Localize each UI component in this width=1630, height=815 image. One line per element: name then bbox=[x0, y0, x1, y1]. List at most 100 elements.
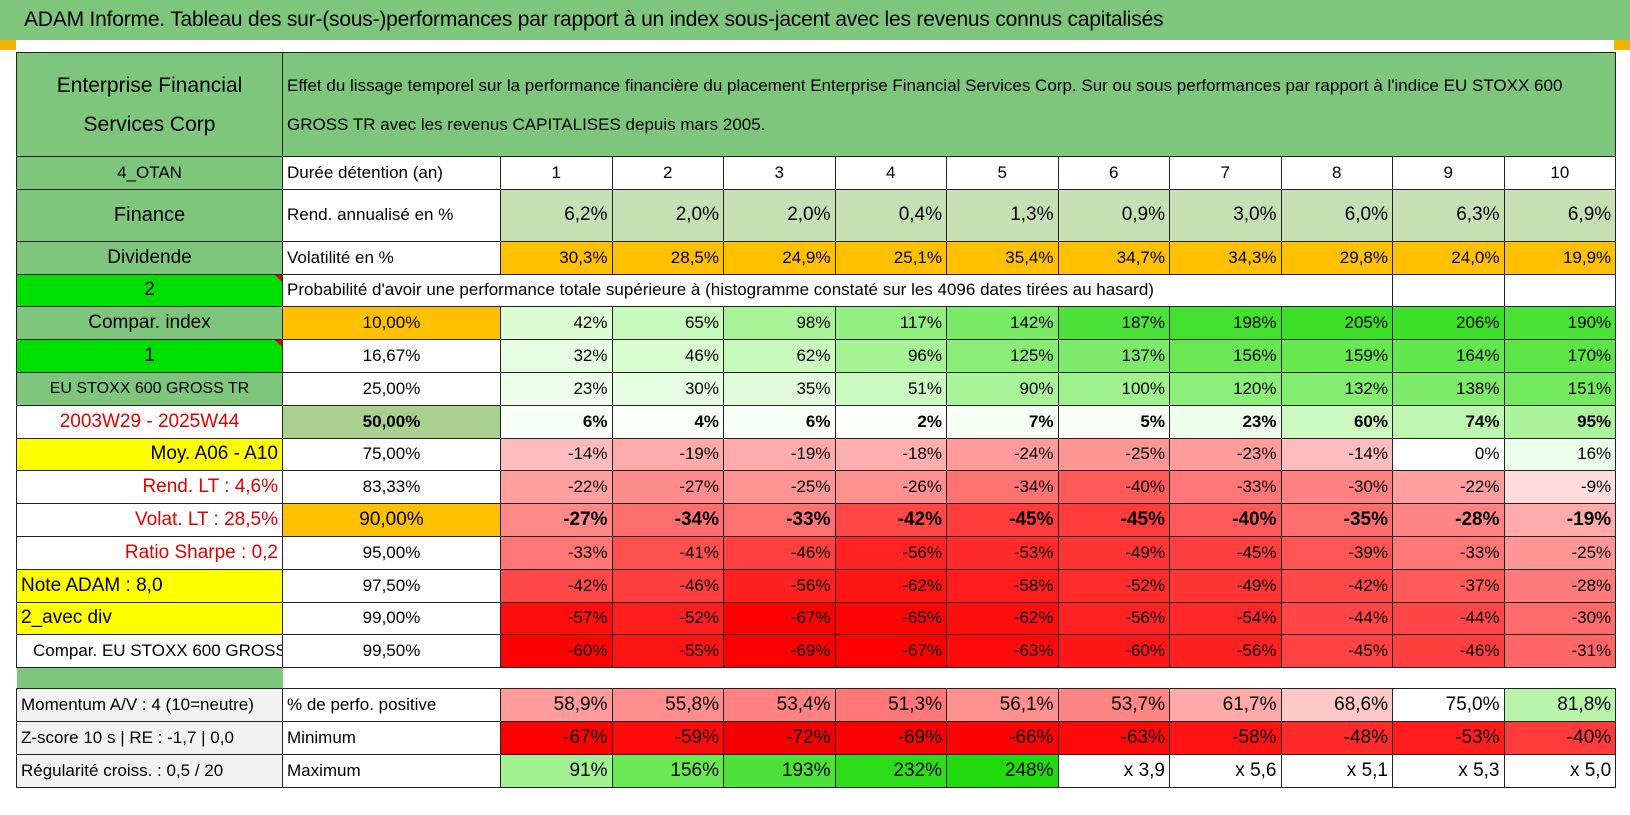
perf-cell: -56% bbox=[834, 535, 947, 570]
quantile-cell: 25,00% bbox=[282, 371, 501, 406]
quantile-cell: 99,50% bbox=[282, 634, 501, 669]
perf-cell: -25% bbox=[723, 470, 836, 505]
quantile-row: Compar. index 10,00% 42% 65% 98% 117% 14… bbox=[16, 306, 1617, 341]
maximum-cell: 193% bbox=[723, 753, 836, 788]
perf-cell: 95% bbox=[1503, 404, 1617, 439]
perf-cell: 4% bbox=[611, 404, 724, 439]
quantile-row: 2003W29 - 2025W44 50,00% 6% 4% 6% 2% 7% … bbox=[16, 404, 1617, 439]
comment-marker bbox=[275, 275, 282, 282]
perf-cell: 5% bbox=[1057, 404, 1170, 439]
volatility-cell: 34,7% bbox=[1057, 240, 1170, 275]
label-period: 2003W29 - 2025W44 bbox=[16, 404, 283, 439]
perf-cell: -22% bbox=[500, 470, 613, 505]
comment-marker bbox=[275, 340, 282, 348]
performance-table: Enterprise Financial Services Corp Effet… bbox=[16, 52, 1617, 788]
volatility-cell: 29,8% bbox=[1280, 240, 1393, 275]
perf-cell: 170% bbox=[1503, 339, 1617, 373]
return-cell: 2,0% bbox=[611, 188, 724, 242]
quantile-cell: 16,67% bbox=[282, 339, 501, 373]
perf-cell: -27% bbox=[611, 470, 724, 505]
perf-cell: 42% bbox=[500, 306, 613, 341]
maximum-cell: x 5,3 bbox=[1392, 753, 1505, 788]
perf-cell: -69% bbox=[723, 634, 836, 669]
maximum-row: Régularité croiss. : 0,5 / 20 Maximum 91… bbox=[16, 753, 1617, 788]
quantile-row: Volat. LT : 28,5% 90,00% -27% -34% -33% … bbox=[16, 503, 1617, 537]
perf-cell: -45% bbox=[1280, 634, 1393, 669]
perf-cell: -56% bbox=[1057, 601, 1170, 636]
maximum-cell: 156% bbox=[611, 753, 724, 788]
perf-cell: -27% bbox=[500, 503, 613, 537]
perf-cell: -23% bbox=[1169, 437, 1282, 472]
minimum-cell: -72% bbox=[723, 720, 836, 755]
positive-cell: 61,7% bbox=[1169, 688, 1282, 722]
year-cell: 10 bbox=[1503, 156, 1617, 190]
corner-mark-right bbox=[1614, 40, 1630, 50]
positive-cell: 55,8% bbox=[611, 688, 724, 722]
return-cell: 1,3% bbox=[946, 188, 1059, 242]
quantile-cell: 10,00% bbox=[282, 306, 501, 341]
volatility-cell: 35,4% bbox=[946, 240, 1059, 275]
label-note: Note ADAM : 8,0 bbox=[16, 568, 283, 603]
perf-cell: -28% bbox=[1503, 568, 1617, 603]
year-cell: 5 bbox=[946, 156, 1059, 190]
minimum-row: Z-score 10 s | RE : -1,7 | 0,0 Minimum -… bbox=[16, 720, 1617, 755]
spacer-row bbox=[16, 667, 1616, 689]
perf-cell: -49% bbox=[1169, 568, 1282, 603]
year-cell: 8 bbox=[1280, 156, 1393, 190]
perf-cell: 187% bbox=[1057, 306, 1170, 341]
return-cell: 6,3% bbox=[1392, 188, 1505, 242]
positive-cell: 75,0% bbox=[1392, 688, 1505, 722]
return-cell: 3,0% bbox=[1169, 188, 1282, 242]
perf-cell: -56% bbox=[1169, 634, 1282, 669]
minimum-cell: -48% bbox=[1280, 720, 1393, 755]
perf-cell: 6% bbox=[500, 404, 613, 439]
perf-cell: -22% bbox=[1392, 470, 1505, 505]
perf-cell: -25% bbox=[1503, 535, 1617, 570]
perf-cell: 205% bbox=[1280, 306, 1393, 341]
positive-cell: 68,6% bbox=[1280, 688, 1393, 722]
perf-cell: -24% bbox=[946, 437, 1059, 472]
duree-label: Durée détention (an) bbox=[282, 156, 501, 190]
label-otan: 4_OTAN bbox=[16, 156, 283, 190]
label-two-cell[interactable]: 2 bbox=[16, 273, 283, 308]
perf-cell: 164% bbox=[1392, 339, 1505, 373]
label-dividende: Dividende bbox=[16, 240, 283, 275]
positive-row: Momentum A/V : 4 (10=neutre) % de perfo.… bbox=[16, 688, 1617, 722]
label-momentum: Momentum A/V : 4 (10=neutre) bbox=[16, 688, 283, 722]
perf-cell: -44% bbox=[1392, 601, 1505, 636]
positive-cell: 53,4% bbox=[723, 688, 836, 722]
quantile-row: Rend. LT : 4,6% 83,33% -22% -27% -25% -2… bbox=[16, 470, 1617, 505]
perf-cell: 117% bbox=[834, 306, 947, 341]
positive-cell: 51,3% bbox=[834, 688, 947, 722]
label-regularite: Régularité croiss. : 0,5 / 20 bbox=[16, 753, 283, 788]
perf-cell: 98% bbox=[723, 306, 836, 341]
perf-cell: -37% bbox=[1392, 568, 1505, 603]
perf-cell: -45% bbox=[1169, 535, 1282, 570]
perf-cell: -42% bbox=[1280, 568, 1393, 603]
label-volat-lt: Volat. LT : 28,5% bbox=[16, 503, 283, 537]
perf-cell: -53% bbox=[946, 535, 1059, 570]
positive-cell: 58,9% bbox=[500, 688, 613, 722]
perf-cell: 62% bbox=[723, 339, 836, 373]
empty-cell bbox=[1503, 273, 1617, 308]
pos-label: % de perfo. positive bbox=[282, 688, 501, 722]
vol-label: Volatilité en % bbox=[282, 240, 501, 275]
label-rend-lt: Rend. LT : 4,6% bbox=[16, 470, 283, 505]
perf-cell: 138% bbox=[1392, 371, 1505, 406]
return-cell: 6,2% bbox=[500, 188, 613, 242]
perf-cell: -19% bbox=[723, 437, 836, 472]
quantile-row: Ratio Sharpe : 0,2 95,00% -33% -41% -46%… bbox=[16, 535, 1617, 570]
perf-cell: 100% bbox=[1057, 371, 1170, 406]
year-cell: 1 bbox=[500, 156, 613, 190]
perf-cell: -46% bbox=[723, 535, 836, 570]
label-one: 1 bbox=[144, 345, 155, 367]
perf-cell: -14% bbox=[1280, 437, 1393, 472]
empty-cell bbox=[1392, 273, 1505, 308]
perf-cell: -56% bbox=[723, 568, 836, 603]
perf-cell: 16% bbox=[1503, 437, 1617, 472]
quantile-row: 1 16,67% 32% 46% 62% 96% 125% 137% 156% … bbox=[16, 339, 1617, 373]
label-one-cell[interactable]: 1 bbox=[16, 339, 283, 373]
perf-cell: 46% bbox=[611, 339, 724, 373]
quantile-row: Note ADAM : 8,0 97,50% -42% -46% -56% -6… bbox=[16, 568, 1617, 603]
perf-cell: -52% bbox=[1057, 568, 1170, 603]
